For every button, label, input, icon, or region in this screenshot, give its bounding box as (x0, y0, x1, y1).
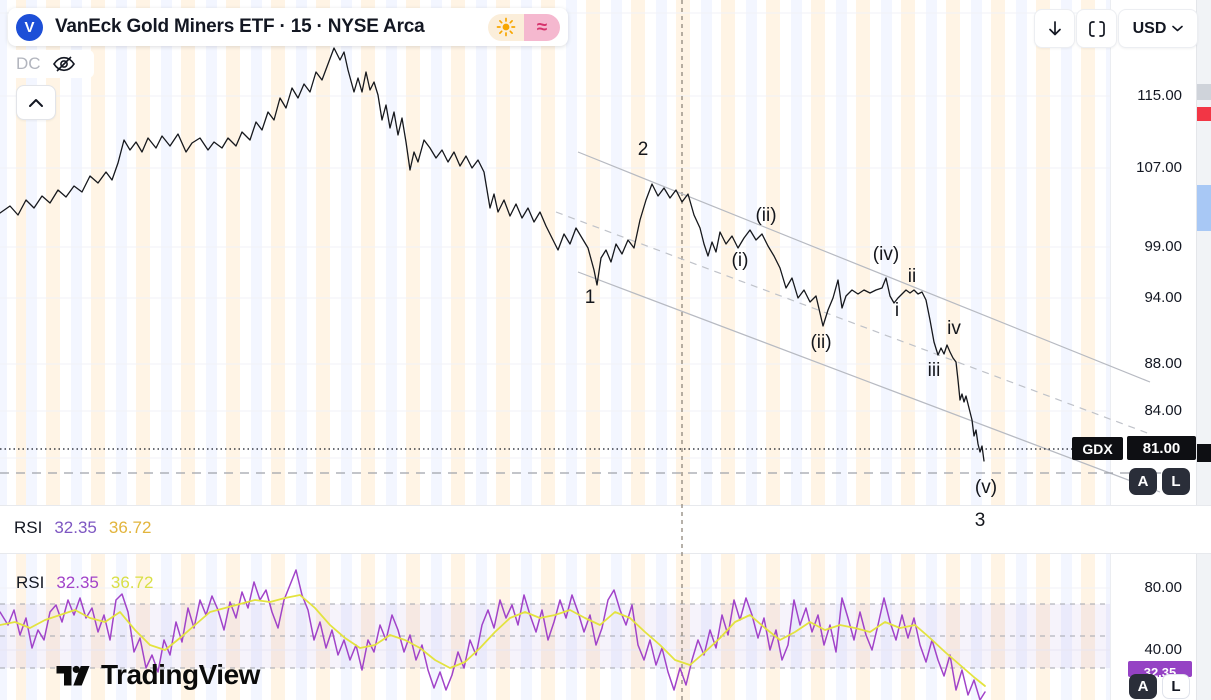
edge-mark-blue (1197, 185, 1211, 231)
sun-pill[interactable] (488, 13, 524, 41)
pane-collapse-button[interactable] (16, 85, 56, 120)
axis-tick-94.00: 94.00 (1144, 289, 1182, 306)
rsi-pane-ma-value: 36.72 (110, 573, 154, 592)
rsi-value-badge: 32.35 (1128, 661, 1192, 677)
eye-hidden-icon[interactable] (51, 52, 77, 76)
price-scale-area[interactable] (1110, 0, 1196, 700)
rsi-pane-value: 32.35 (56, 573, 99, 592)
rsi-collapsed-legend[interactable]: RSI 32.35 36.72 (14, 518, 151, 538)
axis-tick-107.00: 107.00 (1136, 159, 1182, 176)
axis-tick-40.00: 40.00 (1144, 641, 1182, 658)
download-button[interactable] (1034, 9, 1075, 48)
log-scale-button-rsi[interactable]: L (1162, 674, 1190, 699)
chevron-down-icon (1172, 25, 1184, 32)
axis-tick-84.00: 84.00 (1144, 402, 1182, 419)
frame-icon (1088, 20, 1105, 37)
symbol-title: VanEck Gold Miners ETF · 15 · NYSE Arca (55, 16, 425, 37)
rsi-pane-legend[interactable]: RSI 32.35 36.72 (8, 570, 163, 596)
log-scale-button-main[interactable]: L (1162, 468, 1190, 495)
fullscreen-button[interactable] (1076, 9, 1117, 48)
currency-label: USD (1132, 19, 1167, 37)
tradingview-watermark: TradingView (55, 657, 260, 693)
rsi-collapsed-ma-value: 36.72 (108, 518, 152, 537)
last-price-badge: 81.00 (1127, 436, 1196, 460)
tradingview-watermark-text: TradingView (101, 659, 260, 690)
edge-mark-black (1197, 444, 1211, 462)
collapsed-rsi-pane[interactable] (0, 505, 1211, 554)
chevron-up-icon (29, 98, 43, 107)
axis-tick-80.00: 80.00 (1144, 579, 1182, 596)
auto-scale-button-main[interactable]: A (1129, 468, 1157, 495)
symbol-header[interactable]: V VanEck Gold Miners ETF · 15 · NYSE Arc… (8, 8, 568, 46)
axis-tick-88.00: 88.00 (1144, 355, 1182, 372)
drawing-legend[interactable]: DC (8, 50, 94, 78)
rsi-collapsed-value: 32.35 (54, 518, 97, 537)
arrow-down-icon (1048, 20, 1061, 35)
sun-icon (496, 17, 516, 37)
rsi-pane-name: RSI (16, 573, 45, 592)
tradingview-logo-icon (56, 665, 90, 686)
symbol-price-label: GDX (1072, 437, 1123, 460)
axis-tick-115.00: 115.00 (1137, 87, 1182, 104)
wave-pill[interactable]: ≈ (524, 13, 560, 41)
edge-mark-gray (1197, 84, 1211, 100)
axis-tick-99.00: 99.00 (1144, 238, 1182, 255)
rsi-collapsed-name: RSI (14, 518, 43, 537)
currency-selector[interactable]: USD (1118, 9, 1198, 48)
symbol-logo: V (16, 13, 43, 41)
session-stripes-main (0, 0, 1110, 505)
auto-scale-button-rsi[interactable]: A (1129, 674, 1157, 699)
edge-mark-red (1197, 107, 1211, 121)
drawing-legend-label: DC (16, 54, 41, 73)
approx-icon: ≈ (536, 16, 548, 38)
